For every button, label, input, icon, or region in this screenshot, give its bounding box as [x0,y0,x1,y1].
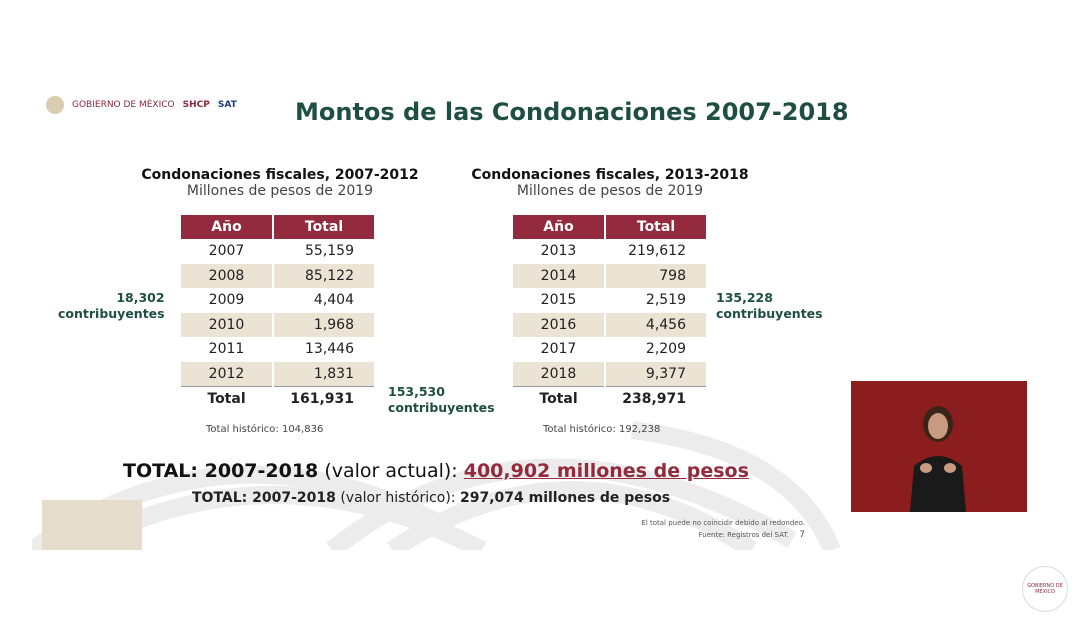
year-cell: 2012 [181,361,274,386]
page-title: Montos de las Condonaciones 2007-2018 [295,98,849,126]
table-row: 2015 2,519 [513,288,708,313]
total-value: 161,931 [273,385,376,411]
total-cell: 85,122 [273,263,376,288]
label: contribuyentes [58,306,165,321]
total-label: Total [513,385,606,411]
label: contribuyentes [388,400,495,415]
total-cell: 1,968 [273,312,376,337]
left-subtitle: Millones de pesos de 2019 [186,183,374,199]
total-cell: 55,159 [273,239,376,264]
count: 153,530 [388,384,445,399]
year-cell: 2008 [181,263,274,288]
header-row: Año Total [181,215,376,239]
year-cell: 2016 [513,312,606,337]
right-historic: Total histórico: 192,238 [543,424,661,435]
total-cell: 9,377 [605,361,708,386]
interpreter-figure [910,406,966,512]
page-number: 7 [799,530,805,540]
table-row: 2008 85,122 [181,263,376,288]
left-title: Condonaciones fiscales, 2007-2012 [141,167,419,183]
table-row: 2009 4,404 [181,288,376,313]
table-row: 2013 219,612 [513,239,708,264]
year-cell: 2013 [513,239,606,264]
year-cell: 2009 [181,288,274,313]
logo-sat: SAT [217,100,237,110]
total-value: 238,971 [605,385,708,411]
watermark-arcs [32,421,841,550]
left-table: Año Total 2007 55,159 2008 85,122 2009 4,404 201… [181,215,376,411]
year-cell: 2011 [181,337,274,362]
table-row: 2007 55,159 [181,239,376,264]
year-cell: 2010 [181,312,274,337]
right-table-title: Condonaciones fiscales, 2013-2018 Millone… [460,167,760,199]
col-total: Total [605,215,708,239]
header-logos: GOBIERNO DE MÉXICO SHCP SAT [46,96,237,114]
middle-contribuyentes: 153,530 contribuyentes [388,384,495,416]
logo-gobierno: GOBIERNO DE MÉXICO [72,100,175,110]
total-historico: TOTAL: 2007-2018 (valor histórico): 297,… [192,490,670,506]
total-row: Total 161,931 [181,385,376,411]
label: TOTAL: 2007-2018 [123,460,319,482]
total-actual: TOTAL: 2007-2018 (valor actual): 400,902… [123,460,749,482]
table-row: 2010 1,968 [181,312,376,337]
header-row: Año Total [513,215,708,239]
total-cell: 4,404 [273,288,376,313]
year-cell: 2007 [181,239,274,264]
right-contribuyentes: 135,228 contribuyentes [716,290,823,322]
sign-language-interpreter-video [851,381,1027,512]
total-cell: 4,456 [605,312,708,337]
right-subtitle: Millones de pesos de 2019 [516,183,704,199]
left-contribuyentes: 18,302 contribuyentes [58,290,165,322]
logo-shcp: SHCP [182,100,210,110]
total-cell: 2,209 [605,337,708,362]
table-row: 2014 798 [513,263,708,288]
label: TOTAL: 2007-2018 [192,490,336,506]
col-total: Total [273,215,376,239]
total-cell: 2,519 [605,288,708,313]
table-row: 2016 4,456 [513,312,708,337]
mexico-seal-icon [46,96,64,114]
source: Fuente: Registros del SAT. [698,531,790,539]
total-cell: 13,446 [273,337,376,362]
left-historic: Total histórico: 104,836 [206,424,324,435]
table-row: 2017 2,209 [513,337,708,362]
year-cell: 2015 [513,288,606,313]
right-table: Año Total 2013 219,612 2014 798 2015 2,519 2016 4… [513,215,708,411]
gobierno-mexico-badge: GOBIERNO DE MÉXICO [1022,566,1068,612]
footer-source: Fuente: Registros del SAT. 7 [699,530,805,540]
slide [32,60,854,550]
total-cell: 1,831 [273,361,376,386]
paren: (valor actual): [318,460,464,482]
year-cell: 2014 [513,263,606,288]
total-cell: 798 [605,263,708,288]
table-row: 2018 9,377 [513,361,708,386]
count: 135,228 [716,290,773,305]
table-row: 2011 13,446 [181,337,376,362]
col-year: Año [181,215,274,239]
paren: (valor histórico): [335,490,460,506]
footer-note: El total puede no coincidir debido al re… [641,519,805,527]
year-cell: 2018 [513,361,606,386]
value: 297,074 millones de pesos [459,490,671,506]
total-row: Total 238,971 [513,385,708,411]
table-row: 2012 1,831 [181,361,376,386]
total-cell: 219,612 [605,239,708,264]
total-label: Total [181,385,274,411]
left-table-title: Condonaciones fiscales, 2007-2012 Millone… [130,167,430,199]
col-year: Año [513,215,606,239]
label: contribuyentes [716,306,823,321]
year-cell: 2017 [513,337,606,362]
count: 18,302 [116,290,165,305]
right-title: Condonaciones fiscales, 2013-2018 [471,167,749,183]
value: 400,902 millones de pesos [463,460,749,482]
